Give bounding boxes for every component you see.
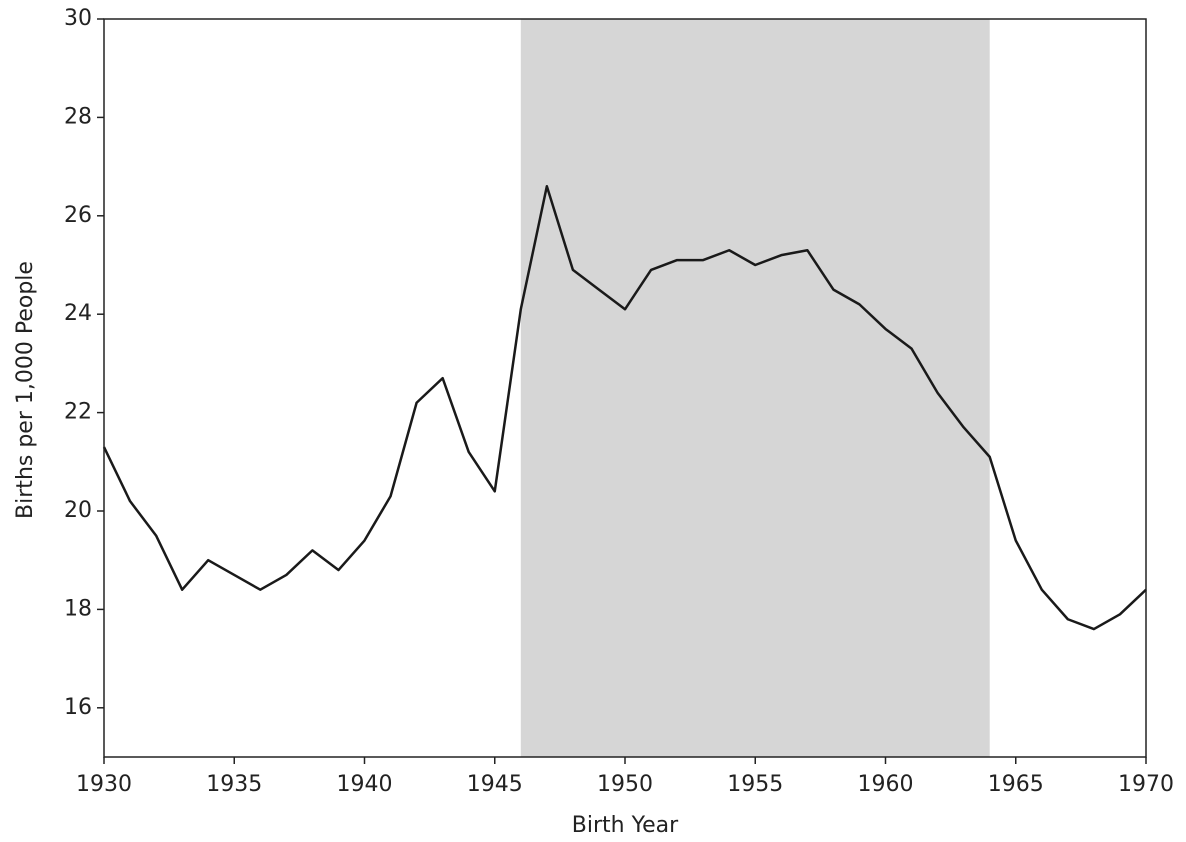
x-tick-label: 1965	[988, 772, 1044, 797]
x-tick-label: 1950	[597, 772, 653, 797]
x-tick-label: 1955	[727, 772, 783, 797]
x-tick-label: 1935	[206, 772, 262, 797]
y-tick-label: 26	[64, 203, 92, 228]
shaded-span	[520, 19, 990, 757]
y-tick-label: 22	[64, 400, 92, 425]
x-tick-label: 1960	[858, 772, 914, 797]
y-tick-label: 24	[64, 301, 92, 326]
x-tick-label: 1970	[1118, 772, 1174, 797]
x-tick-label: 1930	[76, 772, 132, 797]
y-axis-label: Births per 1,000 People	[13, 261, 38, 519]
x-tick-label: 1940	[337, 772, 393, 797]
y-tick-label: 16	[64, 695, 92, 720]
line	[102, 185, 1147, 631]
y-tick-label: 28	[64, 104, 92, 129]
y-tick-label: 20	[64, 498, 92, 523]
plot-frame	[103, 18, 1147, 758]
y-tick-label: 18	[64, 596, 92, 621]
y-tick-label: 30	[64, 6, 92, 31]
x-tick-label: 1945	[467, 772, 523, 797]
x-axis-label: Birth Year	[572, 813, 679, 838]
